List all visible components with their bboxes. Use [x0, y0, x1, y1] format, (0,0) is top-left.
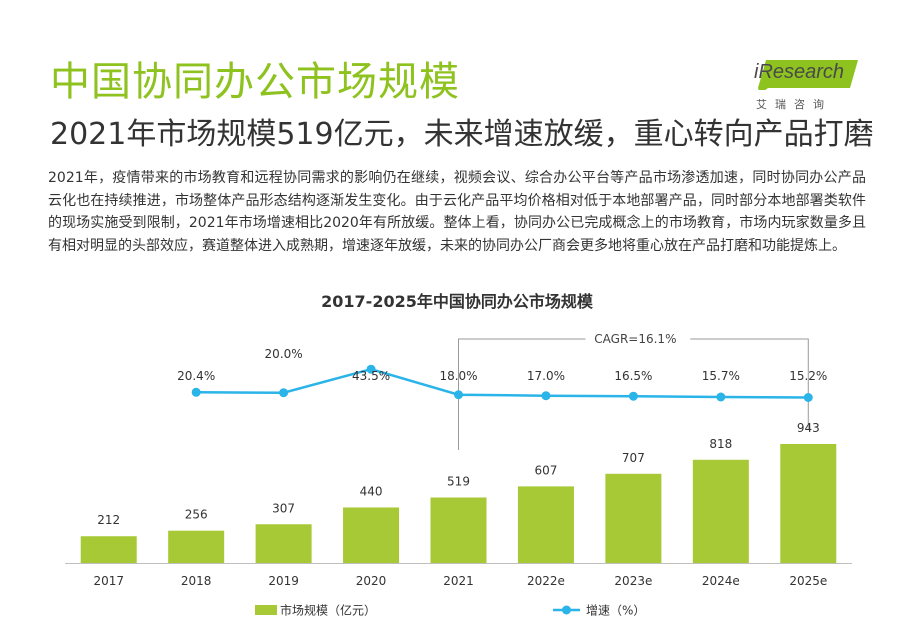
bar-value-label: 818 — [709, 437, 732, 451]
x-tick-label: 2025e — [789, 574, 827, 588]
bar-2022e — [517, 486, 574, 563]
description-paragraph: 2021年，疫情带来的市场教育和远程协同需求的影响仍在继续，视频会议、综合办公平… — [48, 170, 866, 254]
growth-point — [366, 364, 376, 374]
x-tick-label: 2020 — [356, 574, 387, 588]
growth-value-label: 20.4% — [177, 369, 215, 383]
growth-point — [279, 388, 289, 398]
bar-value-label: 519 — [447, 475, 470, 489]
iresearch-logo: iResearch 艾瑞咨询 — [748, 58, 864, 111]
x-tick-label: 2019 — [268, 574, 299, 588]
growth-point — [454, 390, 463, 400]
bar-value-label: 440 — [360, 484, 383, 498]
bar-2023e — [605, 473, 662, 563]
growth-value-label: 16.5% — [614, 369, 652, 383]
bar-2024e — [692, 459, 749, 563]
growth-point — [716, 392, 726, 402]
x-tick-label: 2021 — [443, 574, 474, 588]
logo-wordmark: iResearch — [754, 61, 845, 83]
legend-line-marker — [562, 605, 571, 615]
growth-value-label: 15.2% — [789, 369, 827, 383]
legend-bar-swatch — [255, 605, 277, 615]
bar-2021 — [430, 497, 487, 563]
bar-value-label: 607 — [534, 463, 557, 477]
bar-value-label: 707 — [622, 451, 645, 465]
cagr-label: CAGR=16.1% — [594, 332, 676, 346]
growth-value-label: 17.0% — [527, 369, 565, 383]
legend-line-label: 增速（%） — [586, 604, 645, 618]
x-tick-label: 2017 — [93, 574, 124, 588]
x-tick-label: 2018 — [181, 574, 212, 588]
bar-value-label: 943 — [797, 421, 820, 435]
growth-point — [541, 391, 551, 401]
cagr-bracket-right — [690, 338, 809, 430]
bar-2020 — [343, 507, 400, 563]
bar-2017 — [80, 536, 137, 563]
page-subtitle: 2021年市场规模519亿元，未来增速放缓，重心转向产品打磨 — [50, 117, 874, 152]
growth-point — [191, 387, 201, 397]
bar-value-label: 256 — [185, 508, 208, 522]
bar-value-label: 307 — [272, 501, 295, 515]
bar-2018 — [168, 530, 225, 563]
logo-chinese-name: 艾瑞咨询 — [756, 98, 832, 111]
growth-point — [803, 393, 813, 402]
growth-line — [196, 367, 809, 399]
growth-point — [628, 391, 638, 401]
logo-badge-shape — [758, 60, 858, 90]
growth-value-label: 18.0% — [439, 369, 477, 383]
growth-value-label: 15.7% — [702, 369, 740, 383]
bar-value-label: 212 — [97, 513, 120, 527]
cagr-bracket-left — [458, 338, 586, 450]
chart-title: 2017-2025年中国协同办公市场规模 — [321, 292, 593, 311]
x-tick-label: 2024e — [702, 574, 740, 588]
page-title: 中国协同办公市场规模 — [50, 59, 460, 105]
growth-value-label: 43.5% — [352, 369, 390, 383]
x-tick-label: 2023e — [614, 574, 652, 588]
growth-value-label: 20.0% — [265, 347, 303, 361]
bar-2019 — [255, 524, 312, 563]
bar-2025e — [780, 444, 837, 563]
x-tick-label: 2022e — [527, 574, 565, 588]
legend-bar-label: 市场规模（亿元） — [280, 603, 376, 618]
